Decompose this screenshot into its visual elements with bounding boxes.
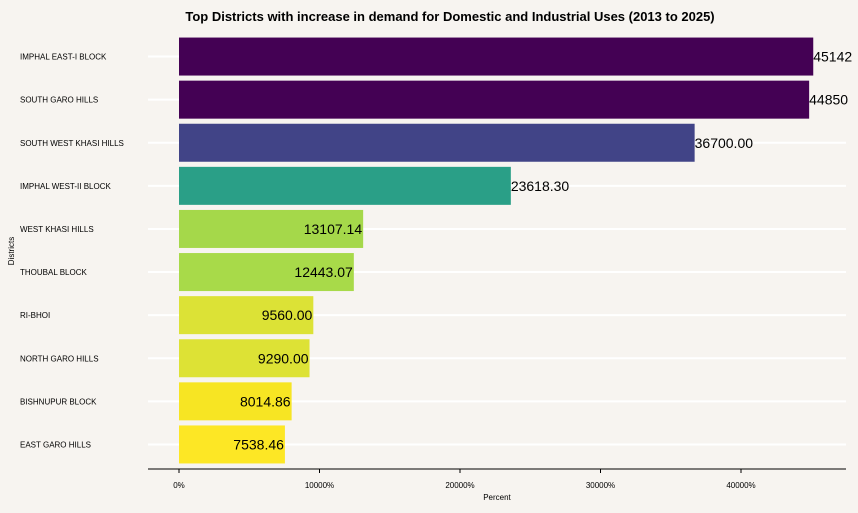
bar-value-label: 9560.00 <box>262 307 313 323</box>
y-category-labels: IMPHAL EAST-I BLOCK SOUTH GARO HILLS SOUTH… <box>20 53 124 450</box>
bar-value-label: 45142 <box>813 49 852 65</box>
category-label: IMPHAL WEST-II BLOCK <box>20 182 111 191</box>
bar <box>179 123 695 162</box>
category-label: BISHNUPUR BLOCK <box>20 397 97 406</box>
x-tick-label: 0% <box>173 481 185 490</box>
y-axis-label: Districts <box>7 237 16 265</box>
bar-value-label: 36700.00 <box>695 135 754 151</box>
bar <box>179 166 511 205</box>
x-tick-label: 40000% <box>726 481 755 490</box>
bar-value-label: 8014.86 <box>240 393 291 409</box>
bar <box>179 296 314 335</box>
category-label: IMPHAL EAST-I BLOCK <box>20 53 107 62</box>
bar-value-label: 23618.30 <box>511 178 570 194</box>
chart-title: Top Districts with increase in demand fo… <box>185 9 714 24</box>
bar <box>179 382 292 421</box>
category-label: SOUTH WEST KHASI HILLS <box>20 139 124 148</box>
x-axis-label: Percent <box>483 493 511 502</box>
category-label: WEST KHASI HILLS <box>20 225 94 234</box>
x-tick-label: 30000% <box>586 481 615 490</box>
bar <box>179 339 310 378</box>
x-axis: 0% 10000% 20000% 30000% 40000% <box>148 468 846 490</box>
category-label: RI-BHOI <box>20 311 50 320</box>
bar-value-label: 44850 <box>809 92 848 108</box>
bar <box>179 209 364 248</box>
bar-value-label: 9290.00 <box>258 350 309 366</box>
bars-group <box>179 37 814 464</box>
x-tick-label: 20000% <box>445 481 474 490</box>
category-label: THOUBAL BLOCK <box>20 268 87 277</box>
x-tick-label: 10000% <box>305 481 334 490</box>
bar-value-label: 13107.14 <box>304 221 363 237</box>
category-label: EAST GARO HILLS <box>20 440 91 449</box>
bar <box>179 425 285 464</box>
value-labels: 45142 44850 36700.00 23618.30 13107.14 12443.… <box>233 49 852 453</box>
bar <box>179 80 810 119</box>
category-label: NORTH GARO HILLS <box>20 354 99 363</box>
bar-value-label: 12443.07 <box>294 264 353 280</box>
bar <box>179 37 814 76</box>
bar <box>179 253 354 292</box>
bar-value-label: 7538.46 <box>233 436 284 452</box>
category-label: SOUTH GARO HILLS <box>20 96 98 105</box>
